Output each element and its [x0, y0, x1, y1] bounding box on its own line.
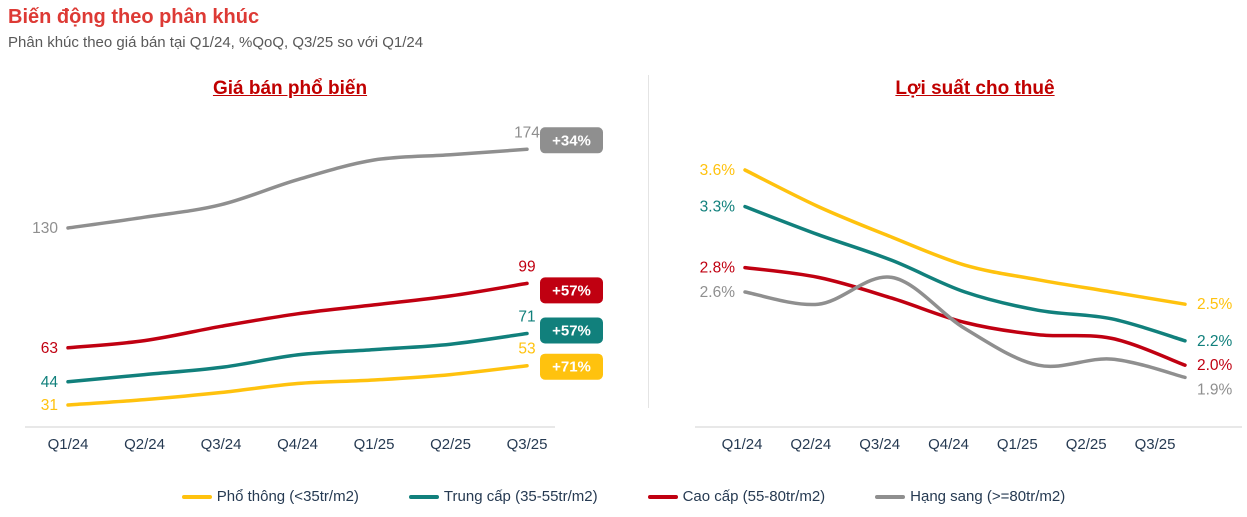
- x-tick-label: Q2/25: [430, 436, 471, 453]
- legend-label: Trung cấp (35-55tr/m2): [443, 488, 598, 505]
- x-tick-label: Q1/25: [997, 436, 1038, 453]
- x-tick-label: Q1/25: [354, 436, 395, 453]
- chart-legend: Phổ thông (<35tr/m2) Trung cấp (35-55tr/m…: [0, 488, 1247, 505]
- change-badge-label: +71%: [552, 359, 591, 376]
- legend-item-1: Trung cấp (35-55tr/m2): [408, 488, 598, 505]
- legend-label: Phổ thông (<35tr/m2): [216, 488, 359, 505]
- x-tick-label: Q3/25: [507, 436, 548, 453]
- series-line-0: [743, 168, 1187, 306]
- series-start-label: 3.6%: [700, 162, 736, 179]
- series-end-label: 99: [518, 258, 535, 275]
- series-end-label: 174: [514, 124, 540, 141]
- x-tick-label: Q4/24: [277, 436, 318, 453]
- legend-label: Cao cấp (55-80tr/m2): [682, 488, 826, 505]
- x-tick-label: Q1/24: [48, 436, 89, 453]
- left-chart-title: Giá bán phổ biến: [212, 78, 368, 99]
- right-chart-title: Lợi suất cho thuê: [895, 78, 1055, 99]
- series-line-1: [743, 204, 1187, 343]
- legend-label: Hạng sang (>=80tr/m2): [910, 488, 1066, 505]
- change-badge: [540, 127, 603, 154]
- x-tick-label: Q1/24: [722, 436, 763, 453]
- series-start-label: 63: [41, 340, 58, 357]
- x-tick-label: Q3/24: [201, 436, 242, 453]
- page-subtitle: Phân khúc theo giá bán tại Q1/24, %QoQ, …: [8, 34, 424, 51]
- series-line-3: [743, 275, 1187, 380]
- series-line-3: [66, 363, 529, 407]
- yield-line-chart: Q1/24 Q2/24 Q3/24 Q4/24 Q1/25 Q2/25 Q3/25 3.6% 2…: [695, 162, 1242, 453]
- series-line-2: [743, 265, 1187, 367]
- series-line-1: [66, 281, 529, 350]
- x-tick-label: Q4/24: [928, 436, 969, 453]
- price-line-chart: Q1/24 Q2/24 Q3/24 Q4/24 Q1/25 Q2/25 Q3/25 130 17…: [25, 124, 603, 453]
- x-tick-label: Q2/24: [124, 436, 165, 453]
- series-line-0: [66, 147, 529, 230]
- change-badge-label: +34%: [552, 132, 591, 149]
- series-end-label: 2.2%: [1197, 333, 1233, 350]
- change-badge-label: +57%: [552, 282, 591, 299]
- series-start-label: 2.8%: [700, 260, 736, 277]
- series-line-2: [66, 331, 529, 384]
- x-tick-label: Q3/25: [1135, 436, 1176, 453]
- vertical-divider: [648, 75, 649, 408]
- x-tick-label: Q3/24: [859, 436, 900, 453]
- legend-swatch-icon: [181, 494, 212, 499]
- series-start-label: 130: [32, 220, 58, 237]
- series-end-label: 1.9%: [1197, 381, 1233, 398]
- change-badge: [540, 277, 603, 304]
- legend-swatch-icon: [408, 494, 439, 499]
- series-end-label: 2.5%: [1197, 296, 1233, 313]
- legend-swatch-icon: [647, 494, 678, 499]
- change-badge: [540, 353, 603, 380]
- series-end-label: 53: [518, 341, 535, 358]
- series-start-label: 3.3%: [700, 199, 736, 216]
- legend-item-2: Cao cấp (55-80tr/m2): [647, 488, 826, 505]
- legend-item-3: Hạng sang (>=80tr/m2): [875, 488, 1065, 505]
- series-start-label: 2.6%: [700, 284, 736, 301]
- change-badge: [540, 317, 603, 344]
- series-end-label: 71: [518, 309, 535, 326]
- x-tick-label: Q2/24: [790, 436, 831, 453]
- series-end-label: 2.0%: [1197, 357, 1233, 374]
- x-tick-label: Q2/25: [1066, 436, 1107, 453]
- series-start-label: 44: [41, 374, 59, 391]
- page-title: Biến động theo phân khúc: [8, 6, 260, 28]
- legend-swatch-icon: [875, 494, 906, 499]
- legend-item-0: Phổ thông (<35tr/m2): [181, 488, 359, 505]
- series-start-label: 31: [41, 397, 58, 414]
- header: Biến động theo phân khúc Phân khúc theo …: [8, 5, 423, 51]
- change-badge-label: +57%: [552, 323, 591, 340]
